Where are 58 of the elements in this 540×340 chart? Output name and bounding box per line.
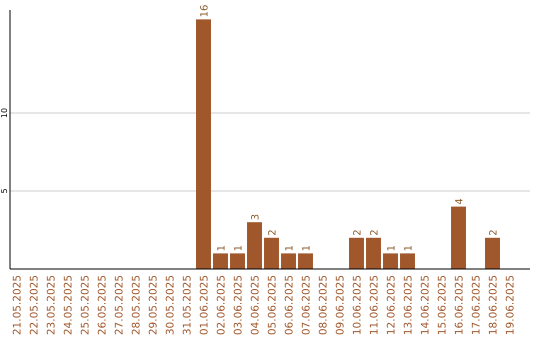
data-label: 1 — [302, 245, 312, 252]
data-label: 1 — [284, 245, 296, 252]
x-tick-label: 23.05.2025 — [46, 275, 58, 336]
x-tick-label: 04.06.2025 — [250, 275, 262, 336]
x-tick-label: 10.06.2025 — [352, 275, 364, 336]
x-tick-label: 08.06.2025 — [318, 275, 330, 336]
x-tick-label: 30.05.2025 — [164, 275, 176, 336]
x-tick-label: 17.06.2025 — [470, 275, 482, 336]
x-tick-label: 21.05.2025 — [12, 275, 24, 336]
bar — [485, 238, 500, 269]
data-label: 1 — [404, 245, 414, 252]
data-label: 1 — [216, 245, 228, 252]
x-tick-label: 06.06.2025 — [284, 275, 296, 336]
x-tick-label: 07.06.2025 — [300, 275, 312, 336]
data-label: 2 — [488, 229, 500, 236]
x-tick-label: 14.06.2025 — [420, 275, 432, 336]
bar — [230, 253, 245, 269]
data-label: 4 — [454, 198, 466, 205]
bar — [451, 206, 466, 269]
data-label: 3 — [250, 214, 262, 220]
bar — [298, 253, 313, 269]
x-tick-label: 11.06.2025 — [368, 275, 380, 336]
x-tick-label: 28.05.2025 — [130, 275, 142, 336]
x-tick-label: 12.06.2025 — [386, 275, 398, 336]
x-tick-label: 29.05.2025 — [148, 275, 160, 336]
bar — [247, 222, 262, 269]
x-tick-label: 03.06.2025 — [232, 275, 244, 336]
bar — [383, 253, 398, 269]
x-tick-label: 13.06.2025 — [402, 275, 414, 336]
x-tick-label: 16.06.2025 — [454, 275, 466, 336]
y-tick-label: 10 — [0, 108, 9, 118]
data-label: 2 — [268, 229, 278, 236]
x-tick-label: 09.06.2025 — [334, 275, 346, 336]
x-tick-label: 27.05.2025 — [114, 275, 126, 336]
data-label: 2 — [352, 229, 364, 236]
x-tick-label: 22.05.2025 — [28, 275, 40, 336]
x-tick-label: 01.06.2025 — [198, 275, 210, 336]
x-tick-label: 02.06.2025 — [216, 275, 228, 336]
bar — [349, 238, 364, 269]
x-tick-label: 15.06.2025 — [436, 275, 448, 336]
bar — [264, 238, 279, 269]
bar — [281, 253, 296, 269]
x-tick-label: 05.06.2025 — [266, 275, 278, 336]
data-label: 2 — [370, 229, 380, 236]
bar — [196, 19, 211, 269]
y-tick-label: 5 — [0, 188, 9, 194]
data-label: 16 — [200, 4, 210, 18]
data-label: 1 — [234, 245, 244, 252]
bar — [213, 253, 228, 269]
bar — [400, 253, 415, 269]
x-tick-label: 18.06.2025 — [488, 275, 500, 336]
x-tick-label: 31.05.2025 — [182, 275, 194, 336]
bar — [366, 238, 381, 269]
x-tick-label: 25.05.2025 — [80, 275, 92, 336]
data-label: 1 — [386, 245, 398, 252]
x-tick-label: 24.05.2025 — [62, 275, 74, 336]
x-tick-label: 19.06.2025 — [504, 275, 516, 336]
x-tick-label: 26.05.2025 — [96, 275, 108, 336]
